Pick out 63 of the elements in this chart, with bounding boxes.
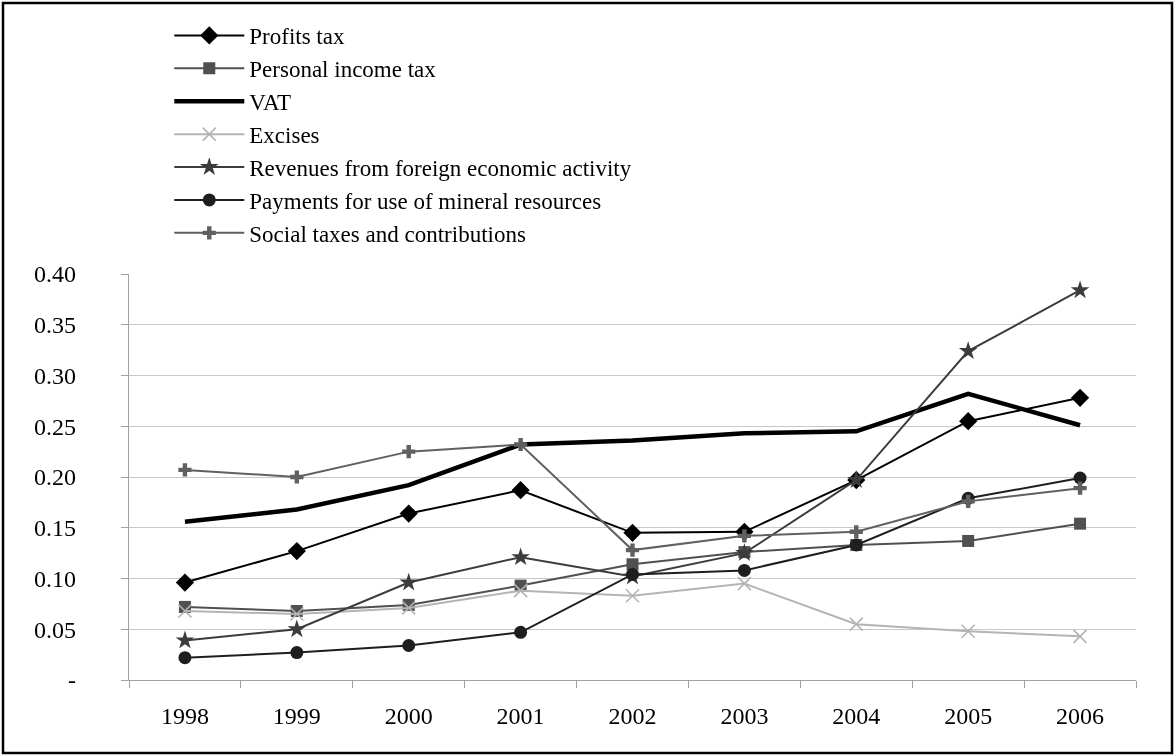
legend-label: Revenues from foreign economic activity bbox=[249, 156, 632, 182]
legend-label: VAT bbox=[249, 90, 292, 116]
x-tick-label: 2001 bbox=[496, 702, 545, 729]
y-tick-label: 0.25 bbox=[34, 413, 77, 440]
point bbox=[511, 547, 530, 566]
x-tick-label: 1998 bbox=[160, 702, 209, 729]
point bbox=[513, 583, 528, 598]
x-tick-label: 2002 bbox=[608, 702, 657, 729]
y-tick-label: 0.35 bbox=[34, 312, 77, 339]
y-tick-label: 0.40 bbox=[34, 261, 77, 288]
point bbox=[1073, 481, 1087, 495]
point bbox=[402, 445, 416, 459]
point bbox=[625, 543, 640, 557]
y-tick-label: 0.15 bbox=[34, 515, 77, 542]
point bbox=[287, 619, 307, 638]
point bbox=[962, 534, 975, 547]
legend-label: Social taxes and contributions bbox=[249, 221, 526, 247]
point bbox=[737, 576, 752, 591]
legend-label: Payments for use of mineral resources bbox=[249, 188, 602, 214]
point bbox=[399, 572, 419, 591]
point bbox=[402, 638, 416, 652]
y-tick-label: 0.05 bbox=[34, 616, 77, 643]
point bbox=[1070, 280, 1090, 299]
y-tick-label: 0.30 bbox=[34, 362, 77, 389]
point bbox=[848, 616, 864, 632]
point bbox=[178, 463, 192, 477]
x-tick-label: 2005 bbox=[944, 702, 993, 729]
point bbox=[290, 646, 304, 660]
point bbox=[849, 525, 863, 539]
point bbox=[511, 481, 530, 500]
legend-label: Excises bbox=[249, 123, 320, 149]
y-tick-label: 0.10 bbox=[34, 565, 77, 592]
point bbox=[623, 523, 642, 542]
point bbox=[178, 651, 192, 665]
x-tick-label: 2003 bbox=[720, 702, 769, 729]
y-tick-label: - bbox=[68, 667, 77, 694]
point bbox=[289, 606, 305, 622]
point bbox=[399, 504, 418, 523]
point bbox=[175, 573, 195, 592]
point bbox=[737, 529, 751, 543]
point bbox=[401, 600, 417, 616]
point bbox=[290, 470, 304, 484]
point bbox=[958, 341, 978, 360]
point bbox=[1074, 517, 1087, 530]
point bbox=[514, 437, 528, 452]
x-tick-label: 2000 bbox=[384, 702, 433, 729]
y-tick-label: 0.20 bbox=[34, 464, 77, 491]
point bbox=[960, 623, 976, 639]
point bbox=[1072, 629, 1088, 644]
legend-label: Personal income tax bbox=[249, 57, 437, 83]
point bbox=[626, 567, 639, 581]
point bbox=[737, 563, 751, 577]
point bbox=[287, 542, 306, 561]
point bbox=[177, 603, 193, 619]
x-tick-label: 1999 bbox=[272, 702, 321, 729]
x-tick-label: 2006 bbox=[1056, 702, 1105, 729]
point bbox=[959, 412, 978, 431]
point bbox=[175, 630, 195, 649]
legend-label: Profits tax bbox=[249, 24, 345, 50]
x-tick-label: 2004 bbox=[832, 702, 881, 729]
point bbox=[1070, 388, 1090, 407]
point bbox=[514, 625, 528, 639]
point bbox=[625, 588, 640, 604]
